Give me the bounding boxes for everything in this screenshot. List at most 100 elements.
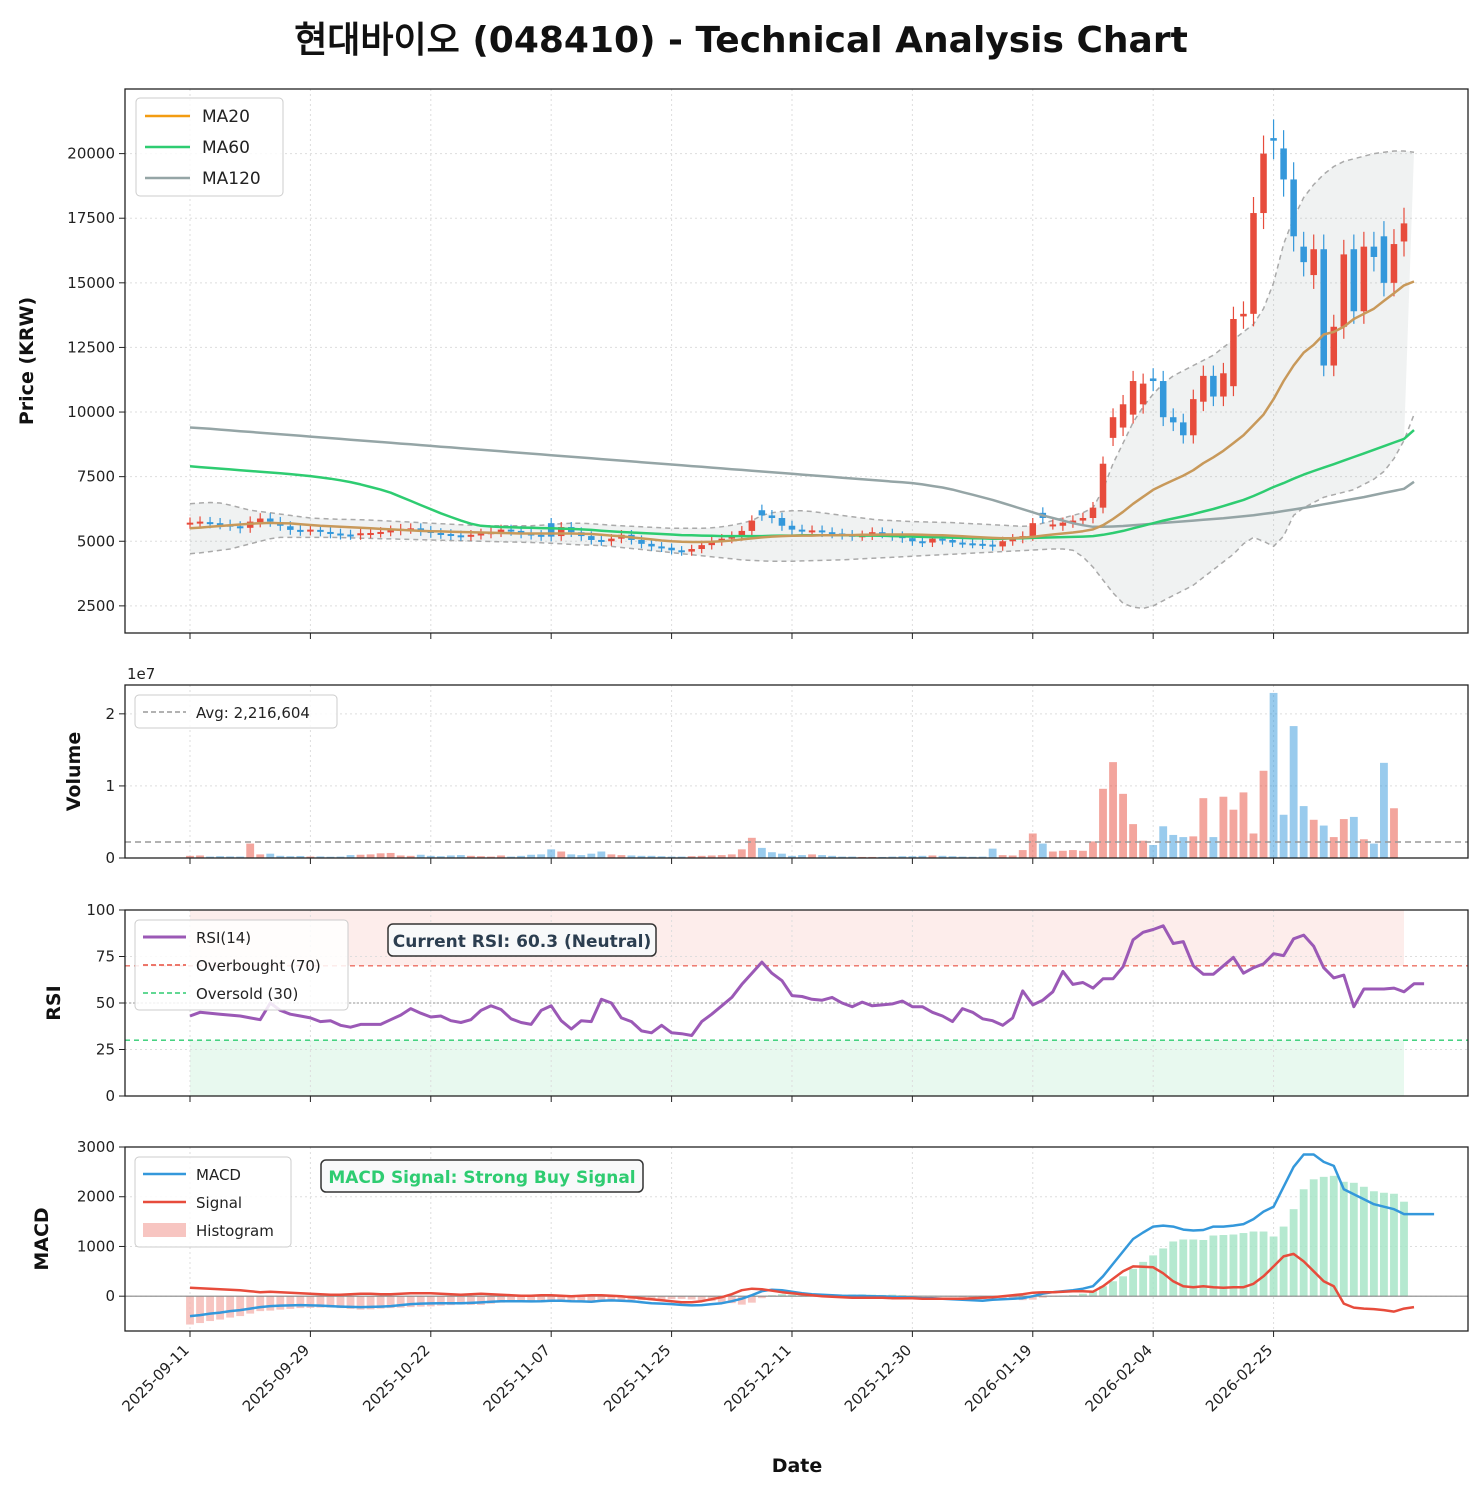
volume-bar [667, 856, 676, 858]
candle-body [267, 518, 274, 522]
volume-bar [747, 837, 756, 858]
macd-histogram-bar [456, 1296, 465, 1305]
macd-histogram-bar [1329, 1175, 1338, 1297]
candle-body [1159, 381, 1167, 418]
volume-bar [898, 856, 907, 858]
volume-bar [376, 853, 385, 858]
candle-body [1320, 249, 1327, 366]
price-ytick-label: 20000 [67, 145, 115, 163]
macd-histogram-bar [1038, 1296, 1047, 1298]
volume-bar [1329, 837, 1338, 858]
volume-bar [1079, 850, 1087, 858]
candle-body [1210, 375, 1217, 397]
volume-bar [1269, 692, 1278, 858]
volume-bar [737, 849, 746, 858]
price-panel: 2500 5000 7500 10000 12500 15000 17500 20000 Pri… [16, 88, 1469, 639]
price-ytick-label: 17500 [67, 209, 115, 227]
volume-bar [918, 855, 927, 858]
candle-body [337, 533, 344, 536]
macd-histogram-bar [336, 1296, 345, 1309]
macd-ytick-label: 2000 [77, 1188, 115, 1206]
volume-bar [216, 856, 225, 858]
volume-bar [1239, 792, 1248, 858]
macd-histogram-bar [1129, 1268, 1138, 1297]
macd-histogram-bar [567, 1296, 576, 1302]
candle-body [1079, 517, 1087, 521]
candle-body [909, 538, 916, 542]
legend-label: Histogram [196, 1222, 274, 1240]
volume-bar [998, 855, 1007, 858]
macd-histogram-bar [617, 1296, 626, 1301]
candle-body [216, 523, 224, 526]
volume-bar [908, 856, 917, 858]
macd-histogram-bar [717, 1296, 726, 1303]
candle-body [1099, 463, 1107, 508]
rsi-line [189, 924, 1425, 1037]
candle-body [236, 526, 244, 529]
macd-histogram-bar [366, 1296, 375, 1310]
volume-bar [1048, 851, 1057, 858]
candle-body [327, 531, 334, 534]
legend-label: MA60 [202, 138, 250, 158]
volume-bar [446, 855, 455, 858]
price-ytick-label: 12500 [67, 338, 115, 356]
volume-bar [1259, 770, 1268, 858]
macd-histogram-bar [1139, 1261, 1148, 1297]
volume-bar [286, 856, 295, 858]
candle-body [808, 530, 816, 533]
volume-bar [1189, 836, 1198, 858]
candle-body [828, 532, 836, 535]
candle-body [1009, 538, 1016, 542]
volume-bar [687, 856, 696, 858]
volume-bar [547, 849, 556, 858]
candle-body [447, 534, 455, 537]
rsi-ytick-label: 25 [96, 1041, 115, 1059]
macd-histogram-bar [597, 1296, 606, 1302]
macd-histogram-bar [778, 1294, 786, 1297]
candle-body [256, 518, 264, 523]
macd-histogram-bar [1079, 1293, 1087, 1297]
legend-label: MA120 [202, 169, 261, 189]
candle-body [919, 541, 926, 544]
candle-body [1129, 381, 1137, 415]
candle-body [688, 549, 695, 552]
volume-bar [1179, 837, 1188, 858]
macd-histogram-bar [1369, 1191, 1378, 1297]
price-ytick-label: 10000 [67, 403, 115, 421]
macd-histogram-bar [1028, 1296, 1037, 1300]
candle-body [999, 541, 1006, 547]
legend-box [135, 97, 284, 197]
rsi-ytick-label: 0 [105, 1087, 115, 1105]
candle-body [949, 539, 956, 543]
macd-histogram-bar [1309, 1179, 1318, 1297]
volume-bar [1319, 825, 1328, 858]
volume-bar [1068, 850, 1077, 858]
volume-bar [697, 855, 706, 858]
macd-histogram-bar [697, 1296, 706, 1301]
macd-histogram-bar [1259, 1231, 1268, 1297]
volume-bar [416, 854, 425, 858]
candle-body [317, 529, 324, 532]
volume-bar [888, 856, 897, 858]
rsi-frame [124, 909, 1469, 1097]
price-ytick-label: 2500 [77, 597, 115, 615]
candle-body [979, 543, 986, 546]
legend-box [134, 694, 338, 729]
candle-body [1220, 373, 1227, 397]
volume-bar [236, 856, 245, 858]
candle-body [1069, 520, 1077, 523]
candle-body [1290, 179, 1297, 237]
volume-bar [1369, 843, 1378, 858]
macd-histogram-bar [296, 1296, 305, 1309]
macd-histogram-bar [446, 1296, 455, 1306]
macd-histogram-bar [1149, 1255, 1158, 1297]
macd-histogram-bar [1229, 1234, 1238, 1297]
candle-body [1240, 313, 1247, 317]
macd-histogram-bar [557, 1296, 566, 1302]
candle-body [1089, 507, 1097, 518]
candle-body [1180, 422, 1187, 436]
chart-title: 현대바이오 (048410) - Technical Analysis Char… [294, 20, 1188, 61]
candle-body [1380, 236, 1388, 283]
candle-body [1230, 319, 1237, 387]
